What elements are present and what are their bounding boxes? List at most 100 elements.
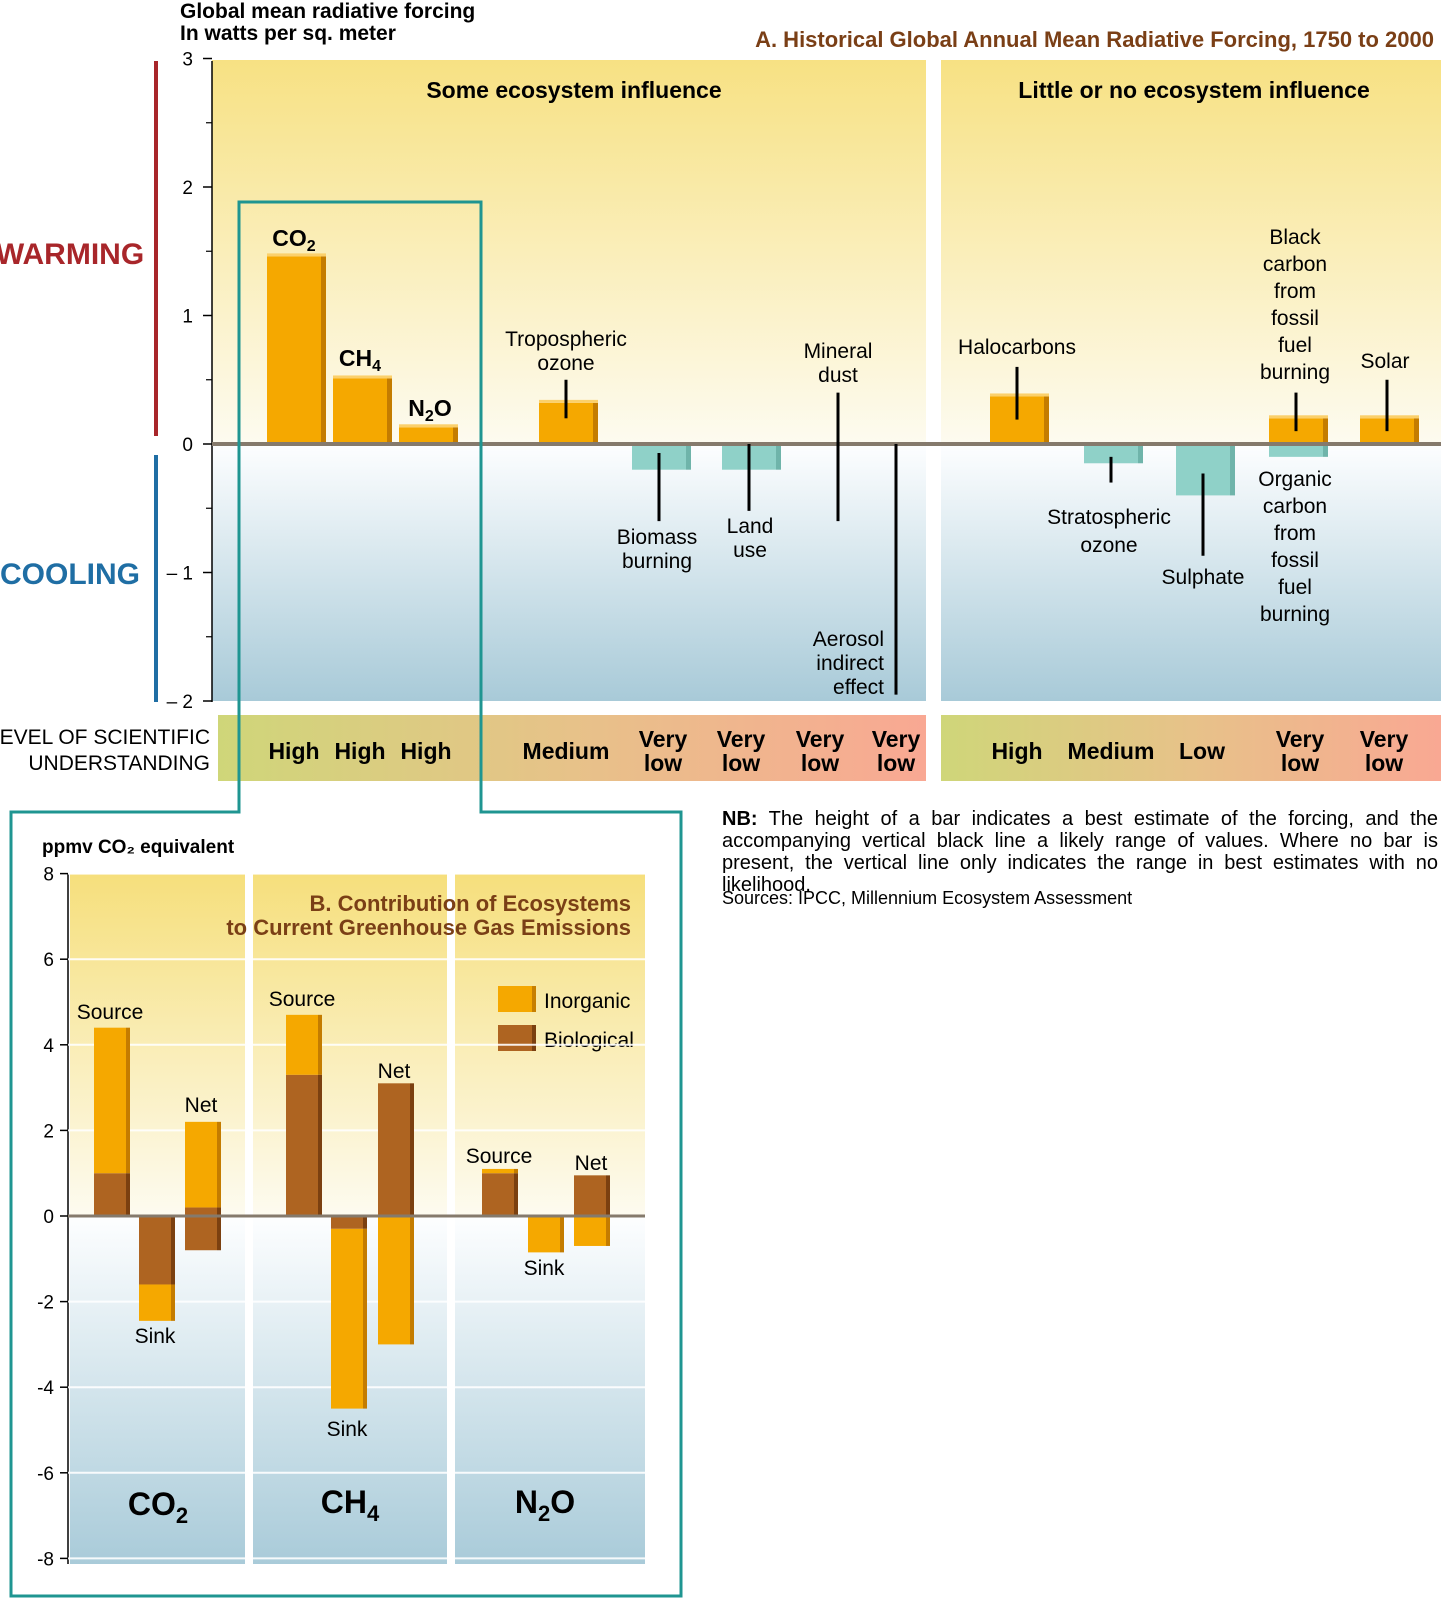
understanding-label-1: LEVEL OF SCIENTIFIC [0,726,210,749]
a-understanding: low [877,750,915,776]
a-tick-label: 2 [182,178,193,199]
a-understanding: Very [1276,726,1325,752]
a-understanding: low [801,750,839,776]
b-bar-side [410,1216,414,1345]
a-understanding: low [1365,750,1403,776]
warming-label: WARMING [0,238,144,271]
a-bar-side [1138,444,1143,464]
label-halocarbons: Halocarbons [958,336,1076,359]
a-bar [1269,444,1323,457]
b-tick-label: -8 [37,1549,54,1570]
b-bar-segment [331,1216,363,1229]
understanding-band-left [218,715,926,781]
a-bar-side [387,378,392,444]
panel-a-y-ticks: 3 2 1 0 – 1 – 2 [167,50,212,713]
cooling-label: COOLING [0,558,140,591]
legend-swatch-biological [498,1025,532,1051]
panel-b-bar-labels: Source Sink Net Source Sink Net Source S… [77,988,608,1441]
b-bar-side [606,1216,610,1246]
b-bar-segment [185,1121,217,1208]
b-bar-side [363,1216,367,1229]
b-group-ch4: CH4 [321,1484,380,1526]
a-understanding: High [991,738,1042,764]
a-bar-top [539,399,598,403]
a-understanding: Medium [1068,738,1155,764]
b-bar-segment [482,1168,514,1174]
legend-label-inorganic: Inorganic [544,990,630,1013]
b-tick-label: -2 [37,1293,54,1314]
group-label-no-ecosystem: Little or no ecosystem influence [1018,77,1369,103]
understanding-values: High High High Medium VerylowVerylowVerylowV… [268,726,1408,776]
note-text: The height of a bar indicates a best est… [722,808,1438,896]
a-tick-label: – 2 [167,692,193,713]
a-bar-top [990,393,1049,397]
b-bar-segment [574,1216,606,1246]
a-understanding: Very [717,726,766,752]
b-bar-side [514,1168,518,1174]
a-bar [1084,444,1138,464]
b-bar-segment [331,1228,363,1409]
panel-b-title-2: to Current Greenhouse Gas Emissions [226,915,631,940]
panel-a-ylabel-2: In watts per sq. meter [180,22,396,45]
b-label-ch4-net: Net [378,1060,411,1083]
b-bar-side [171,1216,175,1285]
b-label-ch4-sink: Sink [327,1418,368,1441]
b-bar-side [217,1121,221,1208]
label-biomass-burning: Biomass burning [617,526,698,573]
a-understanding: Very [639,726,688,752]
a-bar [333,378,387,444]
panel-b-title-1: B. Contribution of Ecosystems [310,891,631,916]
b-bar-side [514,1173,518,1216]
a-bar [267,256,321,444]
a-bar-side [1044,396,1049,444]
legend-swatch-inorganic-side [532,986,536,1012]
b-bar-segment [528,1216,560,1253]
panel-a-title: A. Historical Global Annual Mean Radiati… [755,27,1434,52]
a-bar-side [1323,418,1328,444]
b-tick-label: -4 [37,1378,54,1399]
b-bar-side [560,1216,564,1253]
group-label-ecosystem: Some ecosystem influence [426,77,721,103]
b-bar-side [363,1228,367,1409]
panel-a-left-warm-bg [212,60,926,444]
b-bar-side [410,1083,414,1216]
b-label-co2-net: Net [185,1094,218,1117]
zoom-connector-frame [9,200,683,1598]
panel-a-ylabel-1: Global mean radiative forcing [180,0,475,23]
b-bar-segment [139,1284,171,1321]
b-bar-segment [185,1216,217,1251]
b-label-n2o-source: Source [466,1145,533,1168]
a-understanding: low [722,750,760,776]
a-bar-side [1323,444,1328,457]
a-bar-side [776,444,781,470]
label-sulphate: Sulphate [1162,566,1245,589]
legend-swatch-inorganic [498,986,532,1012]
b-bar-side [126,1027,130,1174]
b-bar-side [171,1284,175,1321]
a-understanding: High [334,738,385,764]
note-bold: NB: [722,808,758,830]
a-understanding: High [400,738,451,764]
a-tick-label: 1 [182,307,193,328]
a-bar-top [333,375,392,379]
a-bar-side [686,444,691,470]
b-tick-label: 2 [43,1121,54,1142]
a-tick-label: 0 [182,435,193,456]
b-bar-segment [94,1027,126,1174]
a-understanding: Very [872,726,921,752]
b-bar-segment [378,1083,410,1216]
b-bar-segment [574,1175,606,1216]
a-tick-label: 3 [182,50,193,71]
a-bar-side [1414,418,1419,444]
a-understanding: Low [1179,738,1225,764]
label-land-use: Land use [727,515,774,562]
b-tick-label: 0 [43,1207,54,1228]
b-bar-segment [185,1207,217,1216]
a-understanding: low [644,750,682,776]
panel-b-ylabel: ppmv CO₂ equivalent [42,837,235,858]
b-tick-label: 8 [43,865,54,886]
note-paragraph: NB: The height of a bar indicates a best… [722,808,1438,896]
a-understanding: Very [796,726,845,752]
legend-label-biological: Biological [544,1029,634,1052]
